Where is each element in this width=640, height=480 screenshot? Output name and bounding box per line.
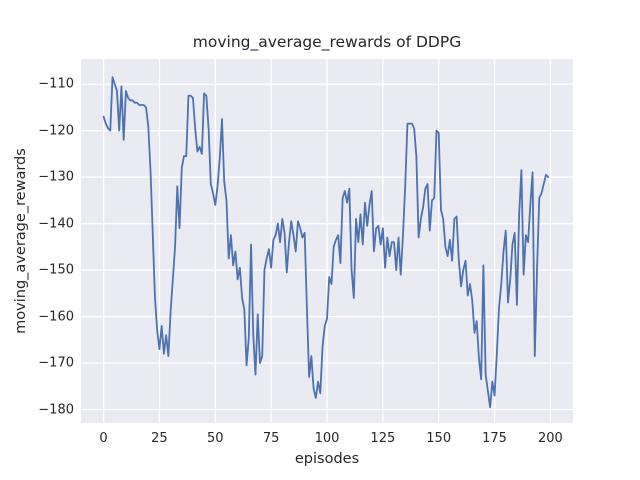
- x-tick-label: 50: [207, 431, 224, 446]
- y-tick-label: −170: [38, 355, 74, 371]
- x-tick-label: 25: [151, 431, 168, 446]
- chart-title: moving_average_rewards of DDPG: [192, 33, 462, 51]
- x-tick-label: 200: [538, 431, 563, 446]
- reward-line: [102, 76, 550, 409]
- y-tick-label: −120: [38, 123, 74, 139]
- x-tick-label: 100: [314, 431, 340, 446]
- y-tick-label: −180: [38, 402, 74, 418]
- y-tick-label: −140: [38, 216, 74, 232]
- x-axis-label: episodes: [294, 451, 360, 467]
- x-tick-label: 75: [262, 431, 280, 446]
- y-tick-label: −110: [38, 76, 74, 92]
- x-tick-label: 0: [99, 431, 108, 446]
- x-tick-label: 150: [426, 431, 452, 446]
- x-tick-label: 125: [370, 431, 396, 446]
- y-tick-label: −130: [38, 169, 74, 185]
- y-tick-label: −150: [38, 262, 74, 278]
- x-tick-label: 175: [482, 431, 507, 446]
- y-tick-label: −160: [38, 309, 74, 325]
